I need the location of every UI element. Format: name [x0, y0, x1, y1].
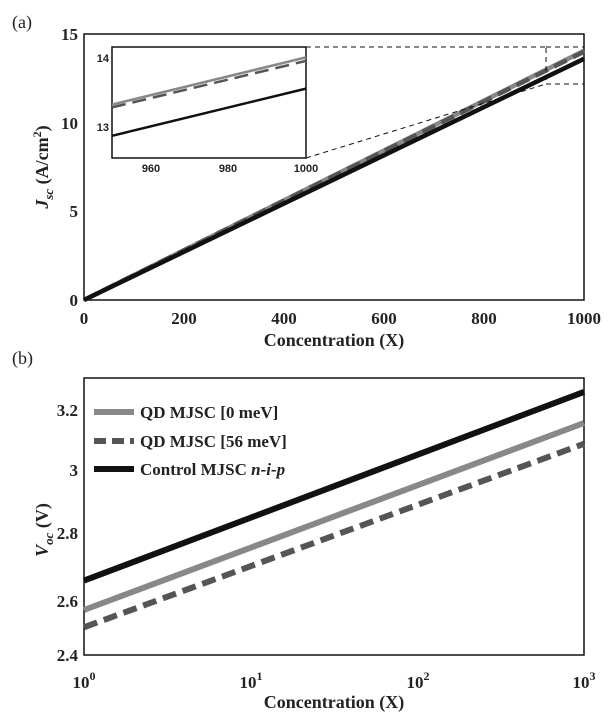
legend-label-control: Control MJSC n-i-p	[140, 460, 285, 479]
panel-b-ylabel-main: V	[32, 543, 52, 557]
inset-series-line-1	[111, 59, 307, 109]
inset-xtick-2: 1000	[294, 163, 318, 175]
panel-a-y-axis-label: Jsc (A/cm2)	[30, 125, 56, 209]
panel-a-ytick-2: 10	[61, 114, 78, 133]
panel-b-label: (b)	[12, 348, 33, 369]
panel-a-ylabel-unit-sup: 2	[30, 131, 44, 137]
panel-a-ytick-1: 5	[70, 202, 79, 221]
panel-a-ylabel-main: J	[32, 199, 52, 210]
panel-b: (b) 2.4 2.6 2.8 3 3.2 100 101 102 103 Co…	[12, 348, 596, 713]
panel-a-ytick-3: 15	[61, 25, 78, 44]
inset-series-line-2	[111, 87, 307, 138]
zoom-connector-bottom	[305, 83, 547, 159]
panel-a-y-ticks: 0 5 10 15	[61, 25, 78, 310]
panel-a-label: (a)	[12, 12, 32, 33]
inset-xtick-0: 960	[142, 163, 160, 175]
panel-b-ytick-4: 3.2	[57, 401, 78, 420]
panel-b-legend: QD MJSC [0 meV] QD MJSC [56 meV] Control…	[94, 403, 287, 479]
panel-a-x-axis-label: Concentration (X)	[264, 330, 404, 351]
panel-a-ylabel-sub: sc	[41, 189, 56, 201]
panel-a-xtick-0: 0	[80, 309, 89, 328]
legend-label-qd-56mev: QD MJSC [56 meV]	[140, 432, 287, 451]
panel-b-ytick-0: 2.4	[57, 646, 79, 665]
panel-a-xtick-4: 800	[471, 309, 497, 328]
panel-b-series-line-1	[82, 440, 586, 631]
panel-b-xtick-2: 102	[407, 669, 430, 692]
inset-ytick-1: 14	[97, 53, 110, 65]
inset-series-line-0	[111, 56, 307, 106]
panel-a-series-line-2	[83, 56, 585, 303]
panel-a-ylabel-unit-post: )	[32, 125, 53, 131]
panel-a-xtick-1: 200	[171, 309, 197, 328]
panel-a-plot-frame	[83, 33, 585, 301]
panel-a-xtick-2: 400	[271, 309, 297, 328]
panel-a-ytick-0: 0	[70, 291, 79, 310]
panel-a-ylabel-unit-pre: (A/cm	[32, 137, 53, 188]
panel-b-ytick-1: 2.6	[57, 592, 78, 611]
panel-a: (a) 0 5 10 15 0 200 400 600 800 1000 Con…	[12, 12, 601, 351]
panel-b-ylabel-unit: (V)	[32, 503, 53, 533]
panel-b-ylabel-sub: oc	[41, 532, 56, 545]
panel-a-series	[82, 48, 586, 303]
panel-a-xtick-5: 1000	[567, 309, 601, 328]
inset-plot: 13 14 960 980 1000	[97, 46, 318, 175]
inset-ytick-0: 13	[97, 122, 109, 134]
inset-xtick-1: 980	[219, 163, 237, 175]
panel-b-series-line-2	[82, 389, 586, 584]
panel-b-xtick-3: 103	[573, 669, 596, 692]
panel-a-xtick-3: 600	[371, 309, 397, 328]
panel-b-xtick-1: 101	[240, 669, 263, 692]
panel-b-y-axis-label: Voc (V)	[32, 503, 56, 557]
panel-b-series-line-0	[82, 420, 586, 613]
panel-b-y-ticks: 2.4 2.6 2.8 3 3.2	[57, 401, 79, 665]
inset-series	[111, 56, 307, 138]
panel-b-x-ticks: 100 101 102 103	[73, 669, 596, 692]
panel-b-ytick-2: 2.8	[57, 524, 78, 543]
panel-b-ytick-3: 3	[70, 461, 79, 480]
zoom-region-box	[545, 46, 585, 85]
panel-b-plot-frame	[83, 377, 585, 656]
panel-b-series	[82, 389, 586, 631]
panel-b-x-axis-label: Concentration (X)	[264, 692, 404, 713]
panel-b-xtick-0: 100	[73, 669, 96, 692]
panel-a-x-ticks: 0 200 400 600 800 1000	[80, 309, 601, 328]
legend-label-qd-0mev: QD MJSC [0 meV]	[140, 403, 278, 422]
